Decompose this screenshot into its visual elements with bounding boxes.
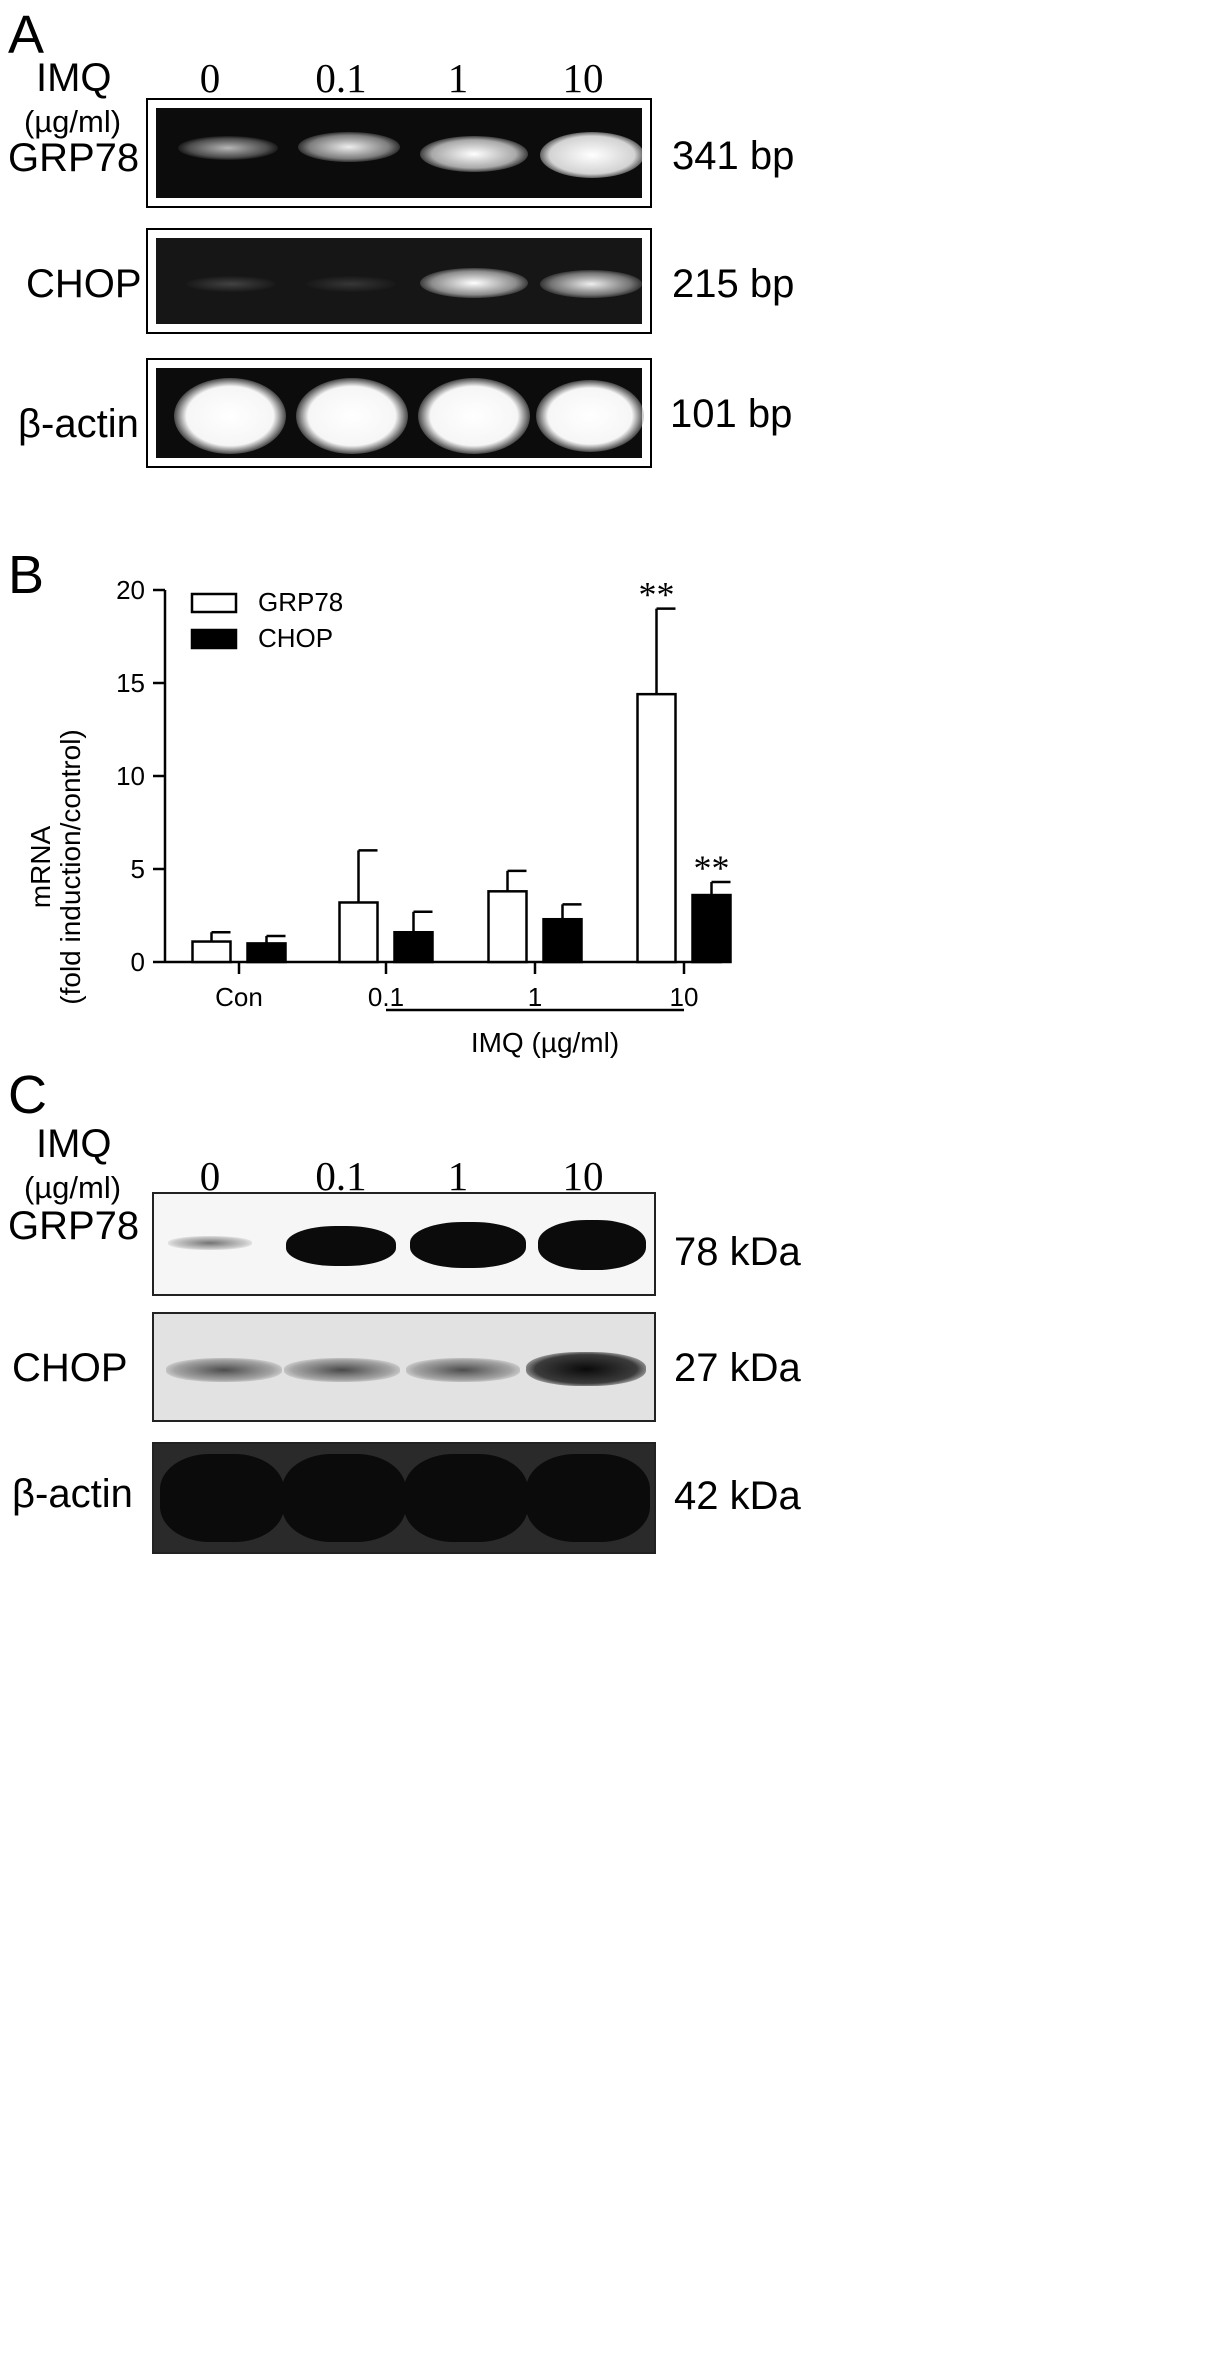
gel-band [540, 132, 644, 178]
y-axis-label: (fold induction/control) [55, 729, 86, 1004]
blot-band [406, 1358, 520, 1382]
y-tick-label: 15 [116, 668, 145, 698]
panel-c-treatment-label: IMQ [36, 1122, 112, 1166]
y-tick-label: 20 [116, 575, 145, 605]
gel-band [420, 268, 528, 298]
panel-a-row-name: GRP78 [8, 136, 140, 180]
legend-label: GRP78 [258, 587, 343, 617]
bar-grp78 [338, 901, 379, 964]
panel-c-blot-actin [152, 1442, 656, 1554]
bar-grp78 [636, 692, 677, 964]
panel-c-lane-label: 0.1 [315, 1153, 367, 1199]
gel-band [418, 378, 530, 454]
blot-band [526, 1454, 650, 1542]
panel-c-row-name: β-actin [12, 1472, 133, 1516]
panel-a-lane-label: 1 [447, 55, 469, 101]
panel-c-blot-chop [152, 1312, 656, 1422]
panel-c-row-name: GRP78 [8, 1204, 140, 1248]
bar-chop [246, 942, 287, 964]
gel-band [420, 136, 528, 172]
blot-band [526, 1352, 646, 1386]
panel-c-lane-label: 10 [562, 1153, 604, 1199]
significance-marker: ** [639, 575, 675, 615]
x-tick-label: Con [215, 982, 263, 1012]
panel-a-gel-grp78 [146, 98, 652, 208]
gel-band [174, 378, 286, 454]
significance-marker: ** [694, 848, 730, 888]
bar-chop [542, 917, 583, 964]
panel-a-row-name: CHOP [26, 262, 142, 306]
blot-band [160, 1454, 284, 1542]
blot-band [404, 1454, 528, 1542]
panel-b-letter: B [8, 545, 45, 605]
panel-c-blot-grp78 [152, 1192, 656, 1296]
panel-c-size-label: 78 kDa [674, 1230, 801, 1274]
panel-c-row-name: CHOP [12, 1346, 128, 1390]
panel-c-size-label: 27 kDa [674, 1346, 801, 1390]
y-tick-label: 5 [131, 854, 145, 884]
panel-a-unit-label: (µg/ml) [24, 104, 122, 139]
bar-chop [691, 893, 732, 964]
blot-band [410, 1222, 526, 1268]
panel-b-chart: mRNA (fold induction/control) 0 5 10 15 20 Co… [25, 575, 732, 1058]
panel-a-size-label: 215 bp [672, 262, 795, 306]
gel-image [156, 368, 644, 458]
y-tick-label: 0 [131, 947, 145, 977]
blot-band [284, 1358, 400, 1382]
legend-swatch [190, 628, 238, 650]
panel-c-unit-label: (µg/ml) [24, 1170, 122, 1205]
bar-grp78 [487, 890, 528, 964]
panel-c-lane-label: 0 [199, 1153, 221, 1199]
panel-a-size-label: 341 bp [672, 134, 795, 178]
gel-band [178, 136, 278, 160]
x-tick-label: 10 [670, 982, 699, 1012]
blot-band [538, 1220, 646, 1270]
panel-a-letter: A [8, 5, 45, 65]
gel-band [296, 378, 408, 454]
panel-c-letter: C [8, 1065, 47, 1125]
legend-label: CHOP [258, 623, 333, 653]
gel-band [298, 132, 400, 162]
legend-swatch [190, 592, 238, 614]
bar-chop [393, 930, 434, 964]
panel-c-lane-label: 1 [447, 1153, 469, 1199]
blot-band [282, 1454, 406, 1542]
blot-band [168, 1236, 252, 1250]
gel-band [540, 270, 642, 298]
panel-a-size-label: 101 bp [670, 392, 793, 436]
panel-a-lane-label: 0 [199, 55, 221, 101]
x-tick-label: 0.1 [368, 982, 404, 1012]
blot-band [286, 1226, 396, 1266]
blot-band [166, 1358, 282, 1382]
gel-image [156, 238, 642, 324]
panel-a-lane-label: 10 [562, 55, 604, 101]
panel-a-gel-chop [146, 228, 652, 334]
gel-band [306, 276, 396, 292]
y-axis-label: mRNA [25, 825, 56, 908]
x-axis-label: IMQ (µg/ml) [471, 1027, 619, 1058]
panel-a-lane-label: 0.1 [315, 55, 367, 101]
panel-a-row-name: β-actin [18, 402, 139, 446]
panel-a-gel-actin [146, 358, 652, 468]
gel-image [156, 108, 644, 198]
x-tick-label: 1 [528, 982, 542, 1012]
gel-band [186, 276, 276, 292]
gel-band [536, 380, 644, 452]
panel-c-size-label: 42 kDa [674, 1474, 801, 1518]
panel-a-treatment-label: IMQ [36, 56, 112, 100]
bar-grp78 [191, 940, 232, 964]
y-tick-label: 10 [116, 761, 145, 791]
